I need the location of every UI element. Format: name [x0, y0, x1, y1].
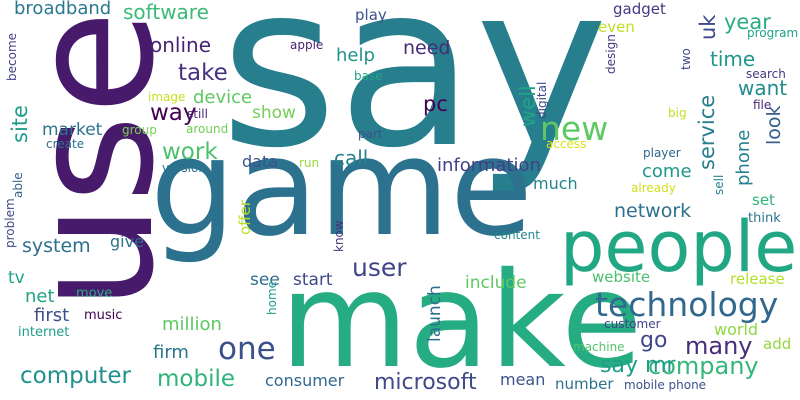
word-phone: phone	[733, 129, 754, 186]
word-user: user	[352, 253, 407, 282]
word-game: game	[150, 109, 533, 266]
word-customer: customer	[604, 317, 661, 331]
word-already: already	[631, 181, 676, 195]
word-pc: pc	[423, 92, 448, 116]
word-include: include	[465, 273, 527, 293]
word-number: number	[555, 375, 614, 393]
word-two: two	[679, 48, 693, 70]
word-even: even	[598, 18, 635, 36]
word-around: around	[186, 122, 229, 136]
word-access: access	[546, 137, 587, 151]
word-site: site	[8, 105, 32, 143]
word-take: take	[178, 60, 228, 86]
word-image: image	[148, 90, 186, 104]
word-player: player	[643, 146, 681, 160]
word-music: music	[84, 308, 123, 323]
word-consumer: consumer	[265, 371, 345, 390]
word-service: service	[695, 94, 719, 170]
word-make: make	[280, 244, 643, 398]
word-mobile-phone: mobile phone	[624, 378, 707, 392]
word-play: play	[355, 6, 387, 24]
word-move: move	[76, 286, 113, 301]
word-technology: technology	[595, 285, 779, 324]
word-apple: apple	[290, 38, 324, 52]
word-content: content	[494, 228, 540, 242]
word-problem: problem	[3, 198, 17, 248]
word-computer: computer	[20, 363, 131, 389]
word-website: website	[592, 268, 651, 286]
word-program: program	[747, 26, 799, 40]
word-many: many	[685, 332, 753, 360]
word-device: device	[193, 87, 253, 108]
word-think: think	[748, 211, 781, 226]
word-start: start	[293, 270, 333, 290]
word-give: give	[110, 232, 144, 251]
word-first: first	[34, 305, 70, 326]
word-one: one	[218, 331, 276, 367]
word-release: release	[730, 270, 785, 288]
word-home: home	[265, 280, 279, 315]
word-uk: uk	[696, 14, 720, 40]
word-internet: internet	[18, 325, 70, 340]
word-work: work	[162, 139, 218, 165]
word-time: time	[710, 47, 756, 71]
word-come: come	[642, 161, 692, 182]
word-year: year	[724, 10, 771, 34]
word-say: say	[220, 0, 609, 198]
word-way: way	[150, 100, 197, 126]
word-design: design	[604, 34, 618, 74]
word-machine: machine	[573, 340, 625, 354]
word-search: search	[746, 67, 786, 81]
word-mobile: mobile	[157, 366, 236, 392]
word-help: help	[336, 45, 375, 66]
word-tv: tv	[8, 268, 25, 288]
word-able: able	[11, 172, 25, 198]
word-software: software	[123, 0, 209, 24]
word-offer: offer	[236, 200, 254, 235]
word-version: version	[162, 161, 206, 175]
word-file: file	[753, 98, 772, 112]
word-market: market	[42, 120, 103, 140]
word-people: people	[560, 206, 798, 288]
word-part: part	[358, 127, 383, 141]
word-add: add	[763, 335, 792, 353]
word-much: much	[533, 174, 578, 193]
word-broadband: broadband	[14, 0, 112, 19]
word-gadget: gadget	[613, 0, 666, 18]
word-world: world	[714, 320, 759, 339]
word-microsoft: microsoft	[374, 370, 477, 395]
word-network: network	[614, 200, 692, 222]
word-million: million	[162, 314, 222, 335]
word-call: call	[334, 146, 369, 170]
word-launch: launch	[425, 285, 445, 342]
word-mean: mean	[500, 370, 546, 389]
word-see: see	[250, 270, 280, 290]
word-data: data	[242, 152, 279, 171]
word-run: run	[299, 156, 320, 170]
word-group: group	[122, 123, 157, 137]
word-set: set	[752, 191, 775, 209]
word-show: show	[252, 103, 296, 123]
word-base: base	[354, 69, 383, 83]
word-big: big	[668, 106, 687, 120]
word-firm: firm	[153, 342, 189, 363]
word-sell: sell	[712, 174, 726, 195]
word-company: company	[648, 352, 759, 380]
word-system: system	[22, 235, 91, 257]
word-create: create	[46, 137, 85, 151]
word-know: know	[332, 220, 346, 252]
word-say-mr: say mr	[600, 353, 676, 378]
word-new: new	[540, 109, 609, 148]
word-go: go	[640, 328, 668, 353]
word-become: become	[5, 32, 19, 81]
word-digital: digital	[535, 81, 549, 119]
word-information: information	[437, 155, 541, 176]
word-net: net	[25, 286, 55, 307]
word-need: need	[403, 37, 451, 59]
word-still: still	[187, 107, 208, 121]
word-want: want	[738, 76, 788, 100]
word-online: online	[150, 33, 212, 57]
